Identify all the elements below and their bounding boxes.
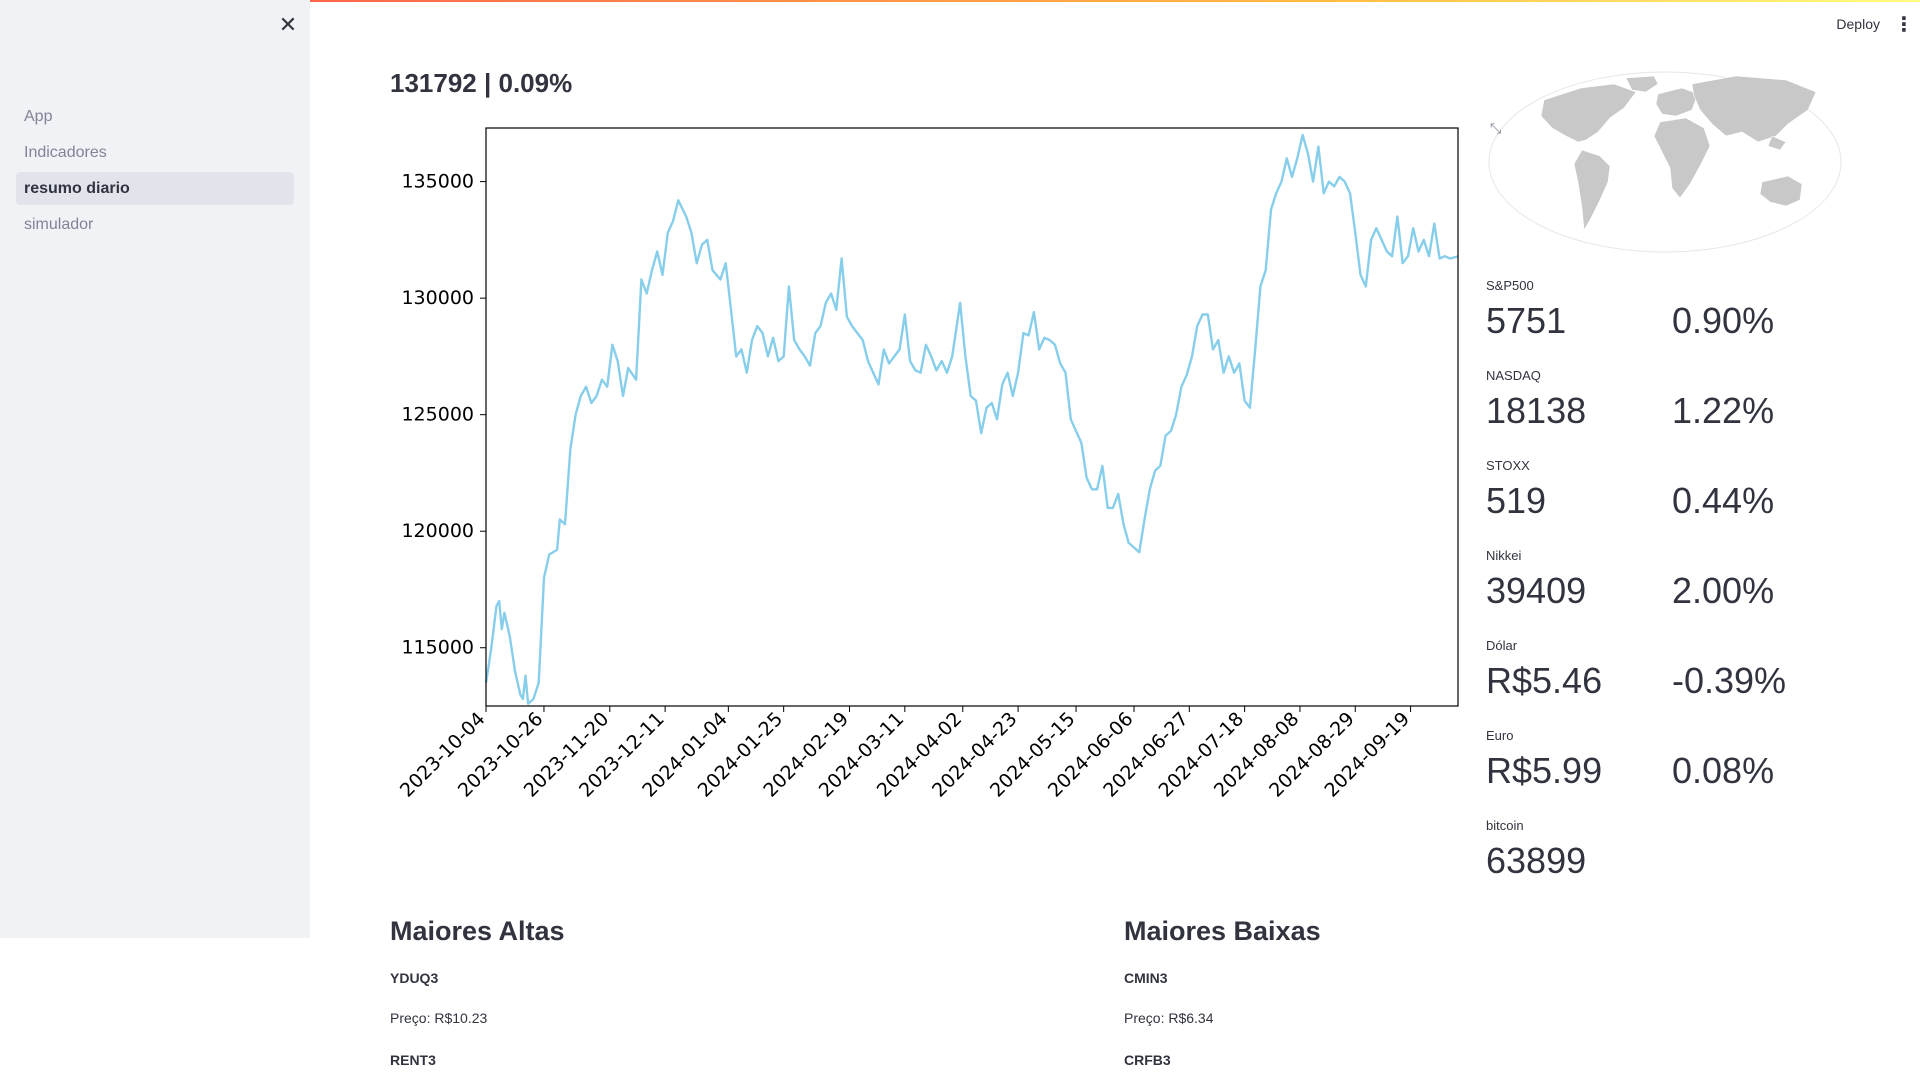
header-toolbar: Deploy ⋮ [1828,8,1920,40]
series-line [484,133,1459,705]
metric-dolar: Dólar R$5.46 -0.39% [1486,638,1906,728]
metric-value: 63899 [1486,840,1587,881]
plot-frame [485,127,1459,707]
metric-label: bitcoin [1486,818,1524,833]
expand-icon[interactable]: ⤡ [1490,120,1502,136]
metric-change: 2.00% [1672,570,1775,611]
altas-ticker: RENT3 [390,1052,436,1068]
metric-label: STOXX [1486,458,1530,473]
metric-value: 39409 [1486,570,1587,611]
baixas-price: Preço: R$6.34 [1124,1010,1214,1026]
metric-change: 1.22% [1672,390,1775,431]
metric-stoxx: STOXX 519 0.44% [1486,458,1906,548]
metric-value: R$5.46 [1486,660,1603,701]
sidebar-item-indicadores[interactable]: Indicadores [24,144,107,161]
metric-euro: Euro R$5.99 0.08% [1486,728,1906,818]
sidebar-nav: App Indicadores resumo diario simulador [16,100,294,244]
y-tick-label: 120000 [401,520,474,542]
metric-change: 0.08% [1672,750,1775,791]
sidebar-item-simulador[interactable]: simulador [24,216,94,233]
deploy-button[interactable]: Deploy [1836,16,1880,32]
metric-label: Dólar [1486,638,1518,653]
top-accent-line [0,0,1920,2]
market-metrics: S&P500 5751 0.90% NASDAQ 18138 1.22% STO… [1486,278,1906,908]
metric-change: -0.39% [1672,660,1787,701]
metric-change: 0.90% [1672,300,1775,341]
metric-bitcoin: bitcoin 63899 [1486,818,1906,908]
ibov-chart: 115000 120000 125000 130000 135000 2023-10-04… [390,110,1470,830]
altas-ticker: YDUQ3 [390,970,439,986]
line-chart: 1150001200001250001300001350002023-10-04… [396,127,1459,802]
altas-price: Preço: R$10.23 [390,1010,488,1026]
y-tick-label: 115000 [401,637,474,659]
metric-sp500: S&P500 5751 0.90% [1486,278,1906,368]
metric-value: 18138 [1486,390,1587,431]
maiores-baixas-title: Maiores Baixas [1124,916,1321,946]
metric-change: 0.44% [1672,480,1775,521]
more-vertical-icon[interactable]: ⋮ [1894,13,1914,36]
metric-nasdaq: NASDAQ 18138 1.22% [1486,368,1906,458]
world-map [1488,71,1842,253]
metric-label: NASDAQ [1486,368,1541,383]
y-tick-label: 130000 [401,287,474,309]
maiores-altas-title: Maiores Altas [390,916,565,946]
metric-value: 5751 [1486,300,1567,341]
sidebar-item-resumo-diario[interactable]: resumo diario [16,172,294,205]
metric-label: Nikkei [1486,548,1522,563]
y-tick-label: 125000 [401,404,474,426]
close-icon[interactable]: ✕ [278,12,298,37]
page-title: 131792 | 0.09% [390,68,573,98]
y-tick-label: 135000 [401,171,474,193]
baixas-ticker: CRFB3 [1124,1052,1171,1068]
metric-nikkei: Nikkei 39409 2.00% [1486,548,1906,638]
metric-label: S&P500 [1486,278,1534,293]
metric-label: Euro [1486,728,1514,743]
metric-value: 519 [1486,480,1547,521]
metric-value: R$5.99 [1486,750,1603,791]
sidebar: ✕ App Indicadores resumo diario simulado… [0,0,310,938]
baixas-ticker: CMIN3 [1124,970,1168,986]
sidebar-item-app[interactable]: App [24,108,53,125]
